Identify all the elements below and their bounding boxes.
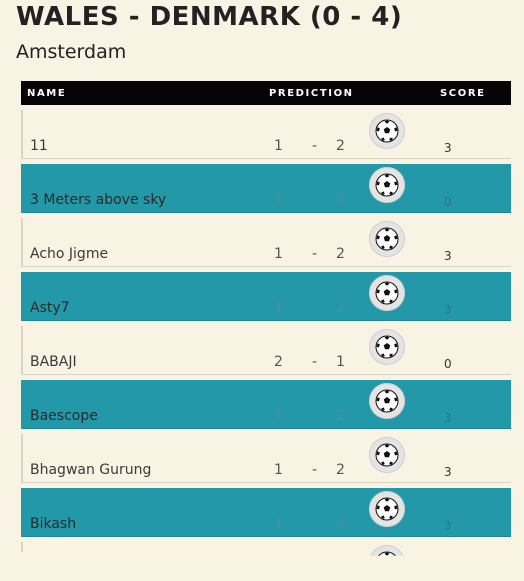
home-prediction: 1 bbox=[274, 408, 283, 424]
soccer-ball-icon[interactable] bbox=[369, 275, 405, 311]
column-header-prediction: PREDICTION bbox=[269, 88, 354, 99]
row-name[interactable]: Baescope bbox=[30, 408, 98, 424]
table-row-partial bbox=[21, 542, 511, 556]
prediction-separator: - bbox=[312, 138, 318, 154]
soccer-ball-icon[interactable] bbox=[369, 491, 405, 527]
home-prediction: 1 bbox=[274, 300, 283, 316]
soccer-ball-icon[interactable] bbox=[369, 545, 405, 556]
row-score: 0 bbox=[444, 357, 452, 371]
column-header-name: NAME bbox=[27, 88, 67, 99]
match-title: WALES - DENMARK (0 - 4) bbox=[16, 2, 403, 32]
home-prediction: 1 bbox=[274, 246, 283, 262]
prediction-separator: - bbox=[312, 246, 318, 262]
row-score: 3 bbox=[444, 249, 452, 263]
table-row: Bhagwan Gurung 1 - 2 3 bbox=[21, 434, 511, 483]
away-prediction: 2 bbox=[336, 138, 345, 154]
home-prediction: 1 bbox=[274, 516, 283, 532]
home-prediction: 2 bbox=[274, 354, 283, 370]
table-header: NAME PREDICTION SCORE bbox=[21, 81, 511, 105]
row-score: 3 bbox=[444, 141, 452, 155]
soccer-ball-icon[interactable] bbox=[369, 329, 405, 365]
away-prediction: 1 bbox=[336, 354, 345, 370]
prediction-separator: - bbox=[312, 300, 318, 316]
prediction-separator: - bbox=[312, 192, 318, 208]
soccer-ball-icon[interactable] bbox=[369, 221, 405, 257]
row-name[interactable]: 11 bbox=[30, 138, 48, 154]
predictions-table: NAME PREDICTION SCORE 11 1 - 2 3 3 Meter… bbox=[21, 81, 511, 556]
home-prediction: 1 bbox=[274, 462, 283, 478]
away-prediction: 0 bbox=[336, 192, 345, 208]
soccer-ball-icon[interactable] bbox=[369, 383, 405, 419]
table-body: 11 1 - 2 3 3 Meters above sky 1 - 0 0 Ac… bbox=[21, 110, 511, 556]
row-name[interactable]: BABAJI bbox=[30, 354, 77, 370]
row-score: 3 bbox=[444, 465, 452, 479]
row-name[interactable]: Asty7 bbox=[30, 300, 70, 316]
prediction-separator: - bbox=[312, 462, 318, 478]
away-prediction: 3 bbox=[336, 516, 345, 532]
table-row: 3 Meters above sky 1 - 0 0 bbox=[21, 164, 511, 213]
row-name[interactable]: Acho Jigme bbox=[30, 246, 109, 262]
table-row: Bikash 1 - 3 3 bbox=[21, 488, 511, 537]
soccer-ball-icon[interactable] bbox=[369, 113, 405, 149]
prediction-separator: - bbox=[312, 408, 318, 424]
prediction-separator: - bbox=[312, 354, 318, 370]
table-row: Asty7 1 - 2 3 bbox=[21, 272, 511, 321]
venue-subtitle: Amsterdam bbox=[16, 41, 127, 63]
row-name[interactable]: Bikash bbox=[30, 516, 77, 532]
soccer-ball-icon[interactable] bbox=[369, 437, 405, 473]
row-score: 3 bbox=[444, 519, 452, 533]
row-score: 0 bbox=[444, 195, 452, 209]
prediction-separator: - bbox=[312, 516, 318, 532]
away-prediction: 2 bbox=[336, 300, 345, 316]
away-prediction: 2 bbox=[336, 246, 345, 262]
table-row: Acho Jigme 1 - 2 3 bbox=[21, 218, 511, 267]
table-row: BABAJI 2 - 1 0 bbox=[21, 326, 511, 375]
away-prediction: 2 bbox=[336, 408, 345, 424]
away-prediction: 2 bbox=[336, 462, 345, 478]
row-score: 3 bbox=[444, 303, 452, 317]
row-name[interactable]: 3 Meters above sky bbox=[30, 192, 167, 208]
home-prediction: 1 bbox=[274, 192, 283, 208]
row-score: 3 bbox=[444, 411, 452, 425]
table-row: 11 1 - 2 3 bbox=[21, 110, 511, 159]
table-row: Baescope 1 - 2 3 bbox=[21, 380, 511, 429]
column-header-score: SCORE bbox=[440, 88, 486, 99]
row-name[interactable]: Bhagwan Gurung bbox=[30, 462, 152, 478]
soccer-ball-icon[interactable] bbox=[369, 167, 405, 203]
home-prediction: 1 bbox=[274, 138, 283, 154]
